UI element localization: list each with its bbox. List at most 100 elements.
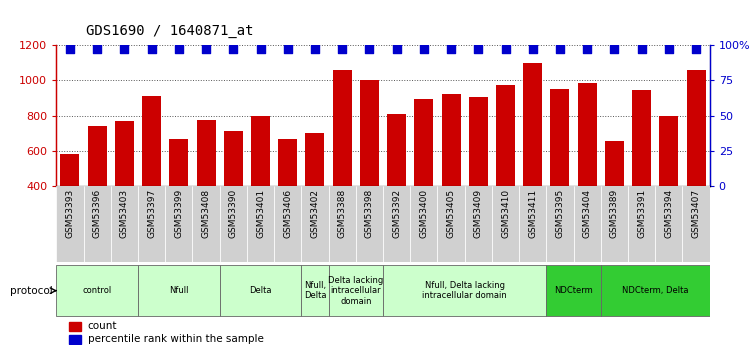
Text: GSM53404: GSM53404 xyxy=(583,189,592,238)
Point xyxy=(282,46,294,52)
Text: GSM53402: GSM53402 xyxy=(310,189,319,238)
Bar xyxy=(60,155,80,257)
Bar xyxy=(519,186,546,262)
Point xyxy=(119,46,131,52)
Bar xyxy=(360,80,379,257)
Point xyxy=(499,46,511,52)
Point xyxy=(418,46,430,52)
Bar xyxy=(605,141,624,257)
Text: NDCterm, Delta: NDCterm, Delta xyxy=(622,286,689,295)
Point xyxy=(608,46,620,52)
Bar xyxy=(69,322,81,331)
Bar xyxy=(465,186,492,262)
Text: GSM53409: GSM53409 xyxy=(474,189,483,238)
Text: GSM53397: GSM53397 xyxy=(147,189,156,238)
Bar xyxy=(601,265,710,316)
Text: GSM53403: GSM53403 xyxy=(120,189,129,238)
Bar xyxy=(550,89,569,257)
Bar xyxy=(306,133,324,257)
Bar xyxy=(683,186,710,262)
Text: GSM53400: GSM53400 xyxy=(419,189,428,238)
Bar xyxy=(547,265,601,316)
Bar xyxy=(56,186,83,262)
Bar xyxy=(328,265,383,316)
Bar xyxy=(415,99,433,257)
Bar xyxy=(251,116,270,257)
Text: Nfull, Delta lacking
intracellular domain: Nfull, Delta lacking intracellular domai… xyxy=(422,281,507,300)
Bar xyxy=(111,186,138,262)
Text: Nfull: Nfull xyxy=(169,286,189,295)
Bar xyxy=(169,139,189,257)
Point xyxy=(64,46,76,52)
Text: GSM53410: GSM53410 xyxy=(501,189,510,238)
Point xyxy=(91,46,103,52)
Bar xyxy=(632,90,651,257)
Bar xyxy=(88,126,107,257)
Bar xyxy=(523,63,542,257)
Text: Delta: Delta xyxy=(249,286,272,295)
Bar xyxy=(410,186,437,262)
Bar xyxy=(278,139,297,257)
Text: GSM53392: GSM53392 xyxy=(392,189,401,238)
Bar xyxy=(83,186,111,262)
Text: GSM53394: GSM53394 xyxy=(665,189,674,238)
Text: GSM53396: GSM53396 xyxy=(92,189,101,238)
Bar xyxy=(442,95,460,257)
Bar xyxy=(356,186,383,262)
Text: GSM53408: GSM53408 xyxy=(201,189,210,238)
Bar xyxy=(686,70,706,257)
Bar xyxy=(492,186,519,262)
Bar xyxy=(301,186,328,262)
Bar xyxy=(574,186,601,262)
Text: GSM53406: GSM53406 xyxy=(283,189,292,238)
Text: count: count xyxy=(88,322,117,331)
Bar xyxy=(547,186,574,262)
Bar xyxy=(219,186,247,262)
Text: GSM53389: GSM53389 xyxy=(610,189,619,238)
Bar xyxy=(56,265,138,316)
Text: GSM53401: GSM53401 xyxy=(256,189,265,238)
Bar xyxy=(655,186,683,262)
Text: percentile rank within the sample: percentile rank within the sample xyxy=(88,334,264,344)
Text: GDS1690 / 1640871_at: GDS1690 / 1640871_at xyxy=(86,24,254,38)
Bar xyxy=(197,120,216,257)
Point xyxy=(228,46,240,52)
Text: GSM53391: GSM53391 xyxy=(637,189,646,238)
Text: GSM53390: GSM53390 xyxy=(229,189,238,238)
Bar xyxy=(165,186,192,262)
Point xyxy=(663,46,675,52)
Point xyxy=(581,46,593,52)
Text: protocol: protocol xyxy=(10,286,53,296)
Bar xyxy=(138,265,219,316)
Point xyxy=(336,46,348,52)
Bar xyxy=(333,70,351,257)
Point xyxy=(309,46,321,52)
Point xyxy=(146,46,158,52)
Bar xyxy=(601,186,628,262)
Bar xyxy=(659,116,678,257)
Point xyxy=(391,46,403,52)
Text: GSM53395: GSM53395 xyxy=(556,189,565,238)
Point xyxy=(554,46,566,52)
Point xyxy=(445,46,457,52)
Text: NDCterm: NDCterm xyxy=(554,286,593,295)
Text: control: control xyxy=(83,286,112,295)
Point xyxy=(255,46,267,52)
Text: GSM53393: GSM53393 xyxy=(65,189,74,238)
Point xyxy=(363,46,376,52)
Bar xyxy=(328,186,356,262)
Point xyxy=(690,46,702,52)
Point xyxy=(173,46,185,52)
Bar xyxy=(578,83,597,257)
Bar xyxy=(192,186,219,262)
Text: Delta lacking
intracellular
domain: Delta lacking intracellular domain xyxy=(328,276,384,306)
Point xyxy=(635,46,647,52)
Bar xyxy=(247,186,274,262)
Text: GSM53398: GSM53398 xyxy=(365,189,374,238)
Bar xyxy=(383,186,410,262)
Bar xyxy=(224,131,243,257)
Text: GSM53388: GSM53388 xyxy=(338,189,347,238)
Bar xyxy=(69,335,81,344)
Text: GSM53405: GSM53405 xyxy=(447,189,456,238)
Bar xyxy=(115,121,134,257)
